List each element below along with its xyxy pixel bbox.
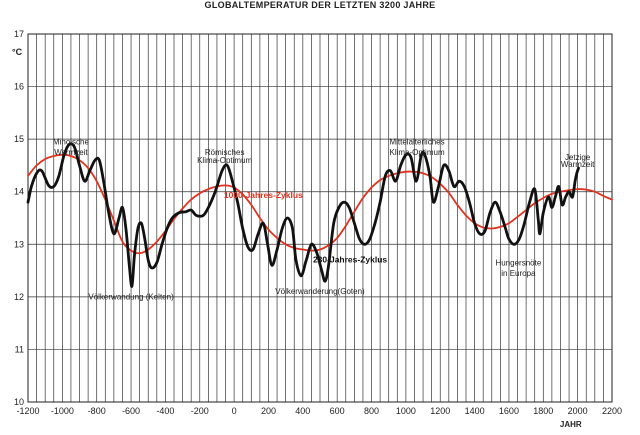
x-tick-label: -400 xyxy=(156,406,174,416)
y-tick-label: 12 xyxy=(14,292,24,302)
x-tick-label: 1600 xyxy=(499,406,519,416)
annotation-label: Warmzeit xyxy=(561,160,595,169)
x-tick-label: 800 xyxy=(364,406,379,416)
x-axis-label: JAHR xyxy=(560,420,582,429)
x-tick-label: -1000 xyxy=(51,406,74,416)
x-tick-label: 400 xyxy=(295,406,310,416)
y-tick-label: 11 xyxy=(15,344,24,354)
x-tick-label: 200 xyxy=(261,406,276,416)
y-tick-label: 14 xyxy=(14,187,24,197)
y-tick-label: 10 xyxy=(14,397,24,407)
annotation-label: Warmzeit xyxy=(54,148,88,157)
x-tick-label: 1800 xyxy=(533,406,553,416)
chart-title: GLOBALTEMPERATUR DER LETZTEN 3200 JAHRE xyxy=(204,0,436,10)
x-tick-label: 0 xyxy=(232,406,237,416)
annotation-label: Völkerwanderung(Goten) xyxy=(275,287,365,296)
y-tick-label: 16 xyxy=(14,82,24,92)
annotation-label: Mittelalterliches xyxy=(389,137,444,146)
x-tick-label: -600 xyxy=(122,406,140,416)
x-tick-label: -200 xyxy=(191,406,209,416)
x-tick-label: -1200 xyxy=(16,406,39,416)
x-tick-label: 600 xyxy=(330,406,345,416)
y-axis-label: °C xyxy=(12,47,23,57)
annotation-label: Klima-Optimum xyxy=(197,156,252,165)
x-tick-label: 2000 xyxy=(568,406,588,416)
y-tick-label: 17 xyxy=(14,29,24,39)
series-label: 1000-Jahres-Zyklus xyxy=(224,190,303,200)
annotation-label: Römisches xyxy=(205,148,245,157)
series-label: 230-Jahres-Zyklus xyxy=(313,255,387,265)
annotation-label: in Europa xyxy=(501,269,536,278)
grid-lines xyxy=(27,33,613,403)
x-tick-label: 2200 xyxy=(602,406,622,416)
axes: -1200 -1000 -800 -600 -400 -200 0 200 400 600 800 1… xyxy=(12,29,622,429)
annotation-label: Klima-Optimum xyxy=(389,148,444,157)
y-tick-label: 15 xyxy=(14,134,24,144)
plot-frame xyxy=(27,33,613,403)
series-line-230-jahres-zyklus xyxy=(26,142,580,288)
series-line-1000-jahres-zyklus xyxy=(27,154,613,255)
x-tick-label: -800 xyxy=(88,406,106,416)
annotation-label: Völkerwandung (Kelten) xyxy=(88,292,174,301)
x-tick-label: 1200 xyxy=(430,406,450,416)
x-tick-label: 1000 xyxy=(396,406,416,416)
series-group xyxy=(26,142,613,288)
annotation-label: Jetzige xyxy=(565,153,591,162)
x-tick-label: 1400 xyxy=(465,406,485,416)
y-tick-label: 13 xyxy=(14,239,24,249)
annotation-label: Hungersnöte xyxy=(495,258,541,267)
annotation-label: Minoische xyxy=(53,137,90,146)
